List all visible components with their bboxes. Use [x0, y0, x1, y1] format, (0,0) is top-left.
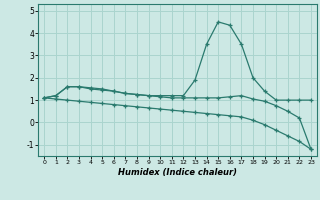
X-axis label: Humidex (Indice chaleur): Humidex (Indice chaleur) [118, 168, 237, 177]
